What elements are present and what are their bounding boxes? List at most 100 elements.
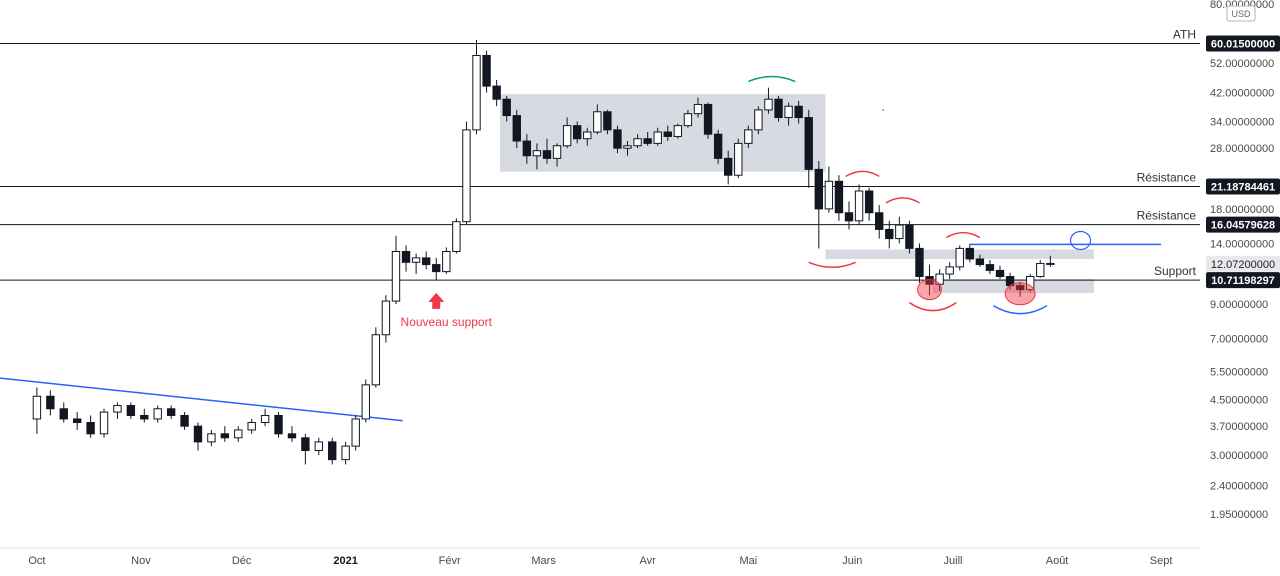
candle-70 bbox=[814, 161, 823, 249]
y-tick-label-6: 14.00000000 bbox=[1210, 238, 1274, 250]
candle-53 bbox=[643, 132, 652, 146]
shaded-zone-2 bbox=[932, 279, 1094, 294]
candle-body-1 bbox=[46, 395, 55, 410]
candle-body-36 bbox=[472, 54, 481, 131]
candle-0 bbox=[32, 387, 42, 434]
y-tick-label-7: 9.00000000 bbox=[1210, 299, 1268, 311]
candle-body-77 bbox=[885, 228, 894, 240]
candle-body-65 bbox=[764, 98, 773, 111]
level-price-tag-1-value: 21.18784461 bbox=[1211, 181, 1275, 193]
low-circle-1 bbox=[917, 279, 943, 301]
candle-body-93 bbox=[1046, 262, 1055, 265]
candle-body-22 bbox=[328, 441, 337, 461]
candle-69 bbox=[804, 109, 813, 188]
candle-26 bbox=[371, 327, 381, 388]
candle-body-64 bbox=[754, 109, 763, 131]
candle-body-46 bbox=[572, 125, 582, 140]
candle-33 bbox=[442, 247, 451, 275]
candle-body-10 bbox=[166, 408, 176, 416]
candle-60 bbox=[713, 129, 723, 164]
candle-62 bbox=[734, 138, 743, 179]
level-price-tag-3-bg bbox=[1206, 272, 1280, 289]
candle-84 bbox=[955, 245, 964, 271]
last-price-tag-bg bbox=[1206, 255, 1280, 272]
candle-23 bbox=[341, 441, 350, 465]
candle-body-80 bbox=[915, 247, 924, 278]
level-price-tag-0-value: 60.01500000 bbox=[1211, 38, 1275, 50]
candle-49 bbox=[603, 109, 612, 135]
candle-44 bbox=[552, 143, 562, 167]
candle-body-78 bbox=[895, 224, 904, 240]
candle-body-79 bbox=[905, 224, 914, 249]
candle-61 bbox=[724, 150, 733, 185]
y-tick-label-12: 3.00000000 bbox=[1210, 450, 1268, 462]
candle-body-58 bbox=[693, 103, 703, 115]
y-tick-label-9: 5.50000000 bbox=[1210, 367, 1268, 379]
x-tick-label-0: Oct bbox=[28, 555, 45, 567]
candle-11 bbox=[180, 412, 189, 430]
candle-20 bbox=[301, 433, 310, 465]
candle-body-37 bbox=[482, 54, 491, 87]
candle-52 bbox=[633, 134, 642, 149]
candle-body-9 bbox=[153, 408, 162, 420]
trendline-0 bbox=[0, 377, 403, 422]
candle-body-2 bbox=[59, 408, 68, 420]
level-price-tag-0-bg bbox=[1206, 35, 1280, 52]
x-tick-label-4: Févr bbox=[439, 555, 461, 567]
candle-6 bbox=[113, 402, 122, 419]
arrow-up-icon bbox=[428, 292, 445, 309]
candle-12 bbox=[193, 422, 203, 451]
low-circle-2 bbox=[1004, 282, 1036, 306]
x-tick-label-9: Juill bbox=[944, 555, 963, 567]
level-price-tag-2: 16.04579628 bbox=[1206, 216, 1280, 233]
x-axis[interactable]: Oct Nov Déc 2021 Févr Mars Avr Mai Juin Juill Août… bbox=[0, 547, 1200, 567]
candle-body-54 bbox=[653, 131, 662, 144]
candle-body-70 bbox=[814, 168, 823, 210]
candle-body-92 bbox=[1036, 262, 1045, 278]
candle-body-21 bbox=[314, 441, 323, 451]
candle-3 bbox=[72, 412, 82, 430]
candle-body-11 bbox=[180, 414, 189, 427]
candle-85 bbox=[965, 244, 975, 263]
candle-39 bbox=[502, 95, 511, 122]
candle-10 bbox=[166, 405, 176, 419]
candle-46 bbox=[572, 121, 582, 144]
candle-body-8 bbox=[140, 414, 149, 420]
candle-67 bbox=[784, 102, 793, 126]
candle-body-28 bbox=[391, 250, 401, 302]
y-tick-label-4: 28.00000000 bbox=[1210, 143, 1274, 155]
level-price-tag-3: 10.71198297 bbox=[1206, 272, 1280, 289]
candle-body-30 bbox=[411, 257, 421, 263]
left-shoulder-arc bbox=[808, 261, 857, 269]
candle-51 bbox=[623, 141, 632, 156]
level-label-3: Support bbox=[1154, 264, 1197, 278]
candle-88 bbox=[995, 265, 1005, 280]
level-price-tag-3-value: 10.71198297 bbox=[1211, 275, 1275, 287]
candle-4 bbox=[86, 415, 95, 438]
candle-31 bbox=[421, 251, 431, 270]
candle-body-18 bbox=[274, 414, 283, 435]
candle-91 bbox=[1026, 274, 1035, 293]
y-tick-label-5: 18.00000000 bbox=[1210, 204, 1274, 216]
candle-body-34 bbox=[452, 221, 461, 252]
level-label-1: Résistance bbox=[1137, 170, 1197, 184]
support-note-label: Nouveau support bbox=[401, 315, 493, 329]
level-price-tag-1: 21.18784461 bbox=[1206, 178, 1280, 195]
x-tick-label-6: Avr bbox=[640, 555, 657, 567]
level-price-tag-1-bg bbox=[1206, 178, 1280, 195]
level-price-tag-2-bg bbox=[1206, 216, 1280, 233]
candle-75 bbox=[864, 187, 874, 221]
candle-body-12 bbox=[193, 425, 203, 443]
candle-57 bbox=[683, 109, 693, 128]
candle-65 bbox=[764, 87, 773, 114]
candle-37 bbox=[482, 50, 491, 93]
candle-body-31 bbox=[421, 257, 431, 266]
candle-body-69 bbox=[804, 117, 813, 170]
candle-71 bbox=[824, 166, 834, 213]
candle-2 bbox=[59, 402, 68, 423]
candle-body-13 bbox=[207, 433, 216, 443]
currency-badge[interactable]: USD bbox=[1226, 5, 1256, 22]
candle-body-71 bbox=[824, 180, 834, 210]
